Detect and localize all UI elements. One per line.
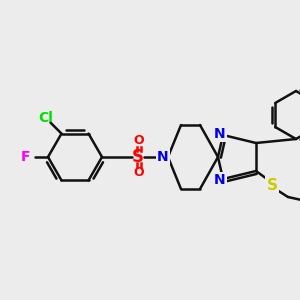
Text: F: F (21, 150, 31, 164)
Text: N: N (157, 150, 169, 164)
Text: S: S (266, 178, 278, 193)
Text: N: N (214, 127, 226, 141)
Text: O: O (134, 167, 144, 179)
Text: N: N (214, 173, 226, 187)
Text: S: S (132, 148, 144, 166)
Text: O: O (134, 134, 144, 148)
Text: Cl: Cl (38, 111, 53, 124)
